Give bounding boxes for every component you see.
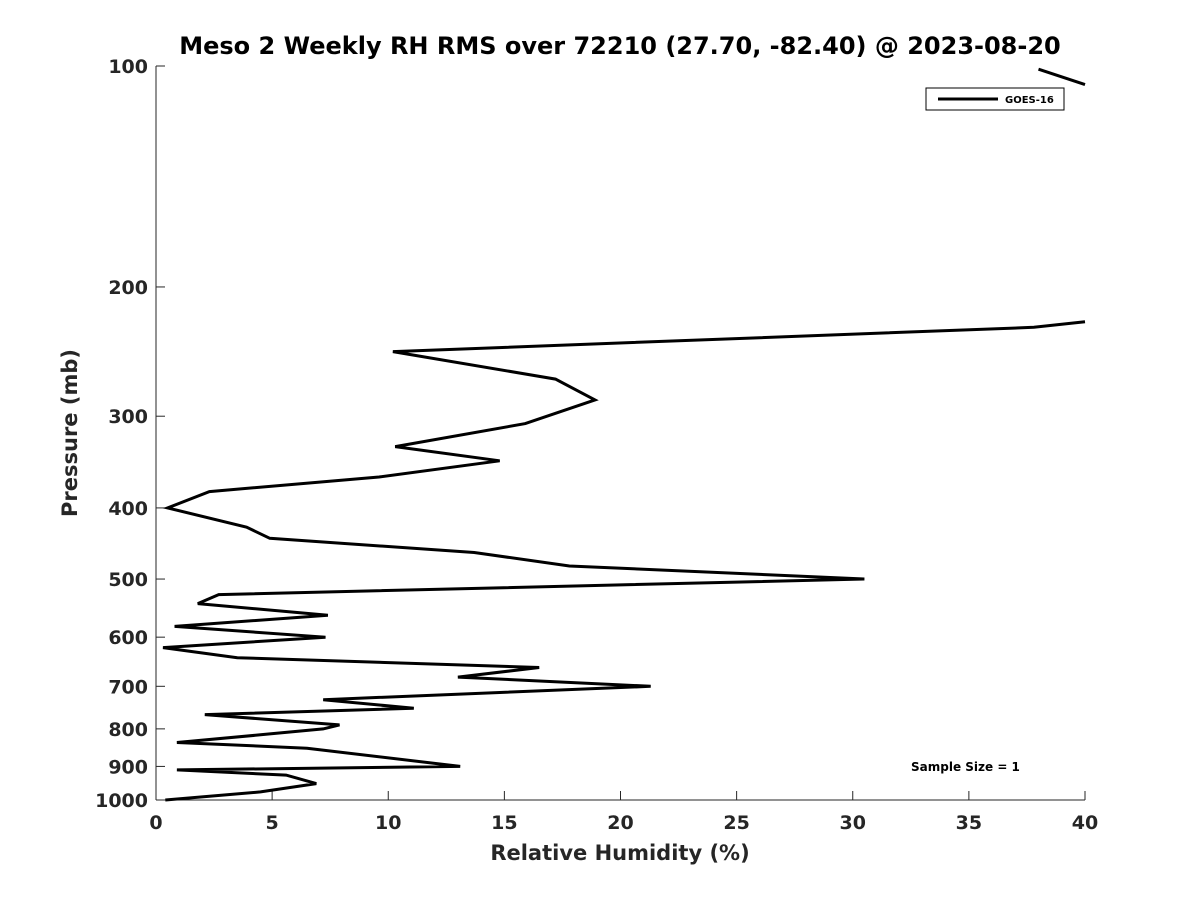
series-line-goes-16-upper: [1038, 67, 1086, 87]
sample-size-annotation: Sample Size = 1: [911, 760, 1020, 774]
series-layer: [162, 67, 1086, 802]
y-tick-label: 1000: [95, 790, 148, 812]
x-tick-label: 5: [266, 812, 279, 834]
x-tick-label: 40: [1072, 812, 1098, 834]
axes: 0 5 10 15 20 25 30 35 40 100 200 300 400 500 600 700 800…: [95, 56, 1098, 834]
series-line-goes-16: [162, 320, 1086, 802]
legend: GOES-16: [925, 87, 1065, 111]
y-tick-label: 900: [108, 756, 148, 778]
chart-title: Meso 2 Weekly RH RMS over 72210 (27.70, …: [179, 32, 1061, 60]
x-tick-label: 20: [607, 812, 633, 834]
x-axis-label: Relative Humidity (%): [490, 841, 749, 865]
legend-label-goes-16: GOES-16: [1005, 95, 1054, 106]
x-tick-label: 35: [956, 812, 982, 834]
y-tick-label: 200: [108, 277, 148, 299]
y-tick-label: 400: [108, 498, 148, 520]
y-tick-label: 800: [108, 719, 148, 741]
x-tick-label: 30: [840, 812, 866, 834]
y-tick-label: 300: [108, 406, 148, 428]
y-axis-label: Pressure (mb): [58, 349, 82, 517]
y-tick-label: 600: [108, 627, 148, 649]
x-tick-label: 0: [149, 812, 162, 834]
x-tick-label: 10: [375, 812, 401, 834]
y-tick-label: 100: [108, 56, 148, 78]
y-tick-label: 700: [108, 676, 148, 698]
x-tick-label: 15: [491, 812, 517, 834]
x-tick-label: 25: [723, 812, 749, 834]
y-tick-label: 500: [108, 569, 148, 591]
